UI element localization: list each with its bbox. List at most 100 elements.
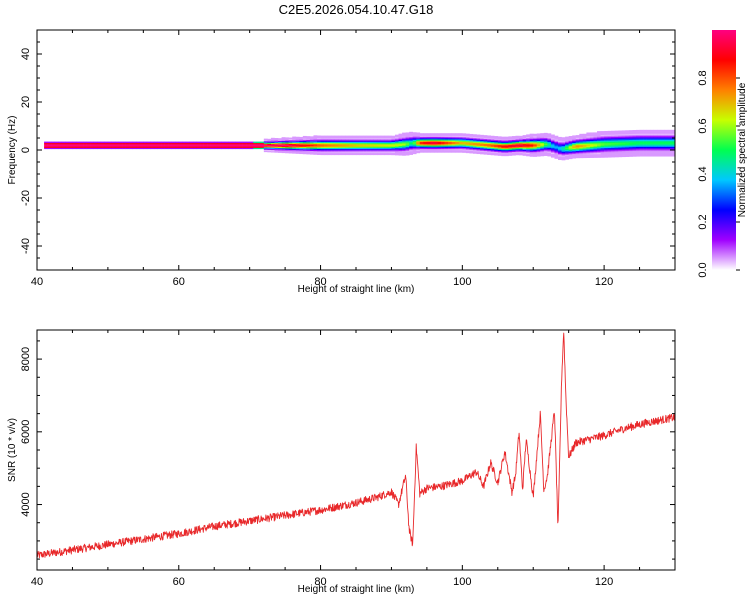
heatmap-cell bbox=[455, 140, 460, 142]
heatmap-cell bbox=[515, 136, 520, 139]
heatmap-cell bbox=[426, 135, 431, 138]
heatmap-cell bbox=[405, 138, 410, 140]
heatmap-cell bbox=[511, 138, 516, 140]
heatmap-cell bbox=[253, 141, 258, 144]
heatmap-cell bbox=[345, 150, 350, 152]
heatmap-cell bbox=[558, 140, 562, 143]
heatmap-cell bbox=[448, 134, 452, 136]
heatmap-cell bbox=[458, 133, 463, 135]
heatmap-cell bbox=[309, 142, 314, 144]
heatmap-cell bbox=[178, 144, 183, 146]
heatmap-cell bbox=[611, 147, 616, 150]
heatmap-cell bbox=[561, 148, 566, 150]
heatmap-cell bbox=[579, 148, 584, 150]
heatmap-cell bbox=[235, 142, 240, 145]
heatmap-cell bbox=[646, 145, 651, 147]
heatmap-cell bbox=[575, 139, 580, 142]
heatmap-cell bbox=[614, 154, 619, 157]
heatmap-cell bbox=[97, 145, 102, 147]
heatmap-cell bbox=[526, 145, 530, 147]
heatmap-cell bbox=[90, 145, 95, 147]
heatmap-cell bbox=[423, 138, 428, 140]
heatmap-cell bbox=[320, 153, 325, 156]
heatmap-cell bbox=[522, 138, 527, 141]
heatmap-cell bbox=[402, 139, 406, 142]
heatmap-cell bbox=[462, 133, 467, 135]
heatmap-cell bbox=[334, 151, 339, 153]
heatmap-cell bbox=[295, 142, 300, 145]
heatmap-cell bbox=[54, 141, 59, 144]
heatmap-cell bbox=[476, 144, 481, 146]
heatmap-cell bbox=[430, 151, 435, 153]
heatmap-cell bbox=[643, 152, 647, 155]
heatmap-cell bbox=[497, 154, 502, 156]
heatmap-cell bbox=[412, 140, 417, 143]
heatmap-cell bbox=[373, 150, 378, 152]
heatmap-cell bbox=[490, 135, 495, 138]
heatmap-cell bbox=[632, 144, 637, 146]
heatmap-cell bbox=[398, 151, 403, 154]
heatmap-cell bbox=[122, 144, 126, 146]
heatmap-cell bbox=[667, 139, 672, 141]
heatmap-cell bbox=[572, 152, 577, 154]
heatmap-cell bbox=[285, 138, 289, 141]
heatmap-cell bbox=[412, 137, 417, 139]
heatmap-cell bbox=[72, 146, 77, 148]
heatmap-cell bbox=[614, 134, 619, 136]
heatmap-cell bbox=[278, 146, 282, 149]
heatmap-cell bbox=[660, 151, 665, 153]
heatmap-cell bbox=[380, 148, 385, 151]
heatmap-cell bbox=[618, 131, 623, 134]
heatmap-cell bbox=[657, 129, 662, 132]
heatmap-cell bbox=[394, 146, 399, 149]
heatmap-cell bbox=[540, 153, 545, 156]
heatmap-cell bbox=[451, 139, 456, 141]
heatmap-cell bbox=[607, 152, 612, 154]
heatmap-cell bbox=[522, 137, 527, 140]
heatmap-cell bbox=[352, 147, 357, 150]
heatmap-cell bbox=[352, 146, 357, 148]
heatmap-cell bbox=[579, 147, 584, 149]
heatmap-cell bbox=[292, 147, 297, 149]
heatmap-cell bbox=[561, 140, 566, 143]
heatmap-cell bbox=[306, 140, 311, 143]
heatmap-cell bbox=[363, 136, 367, 139]
heatmap-cell bbox=[639, 135, 644, 138]
heatmap-cell bbox=[469, 143, 474, 146]
heatmap-cell bbox=[394, 140, 399, 143]
heatmap-cell bbox=[267, 140, 272, 142]
heatmap-cell bbox=[501, 151, 506, 153]
heatmap-cell bbox=[412, 146, 417, 149]
heatmap-cell bbox=[561, 156, 566, 158]
heatmap-cell bbox=[455, 139, 460, 141]
heatmap-cell bbox=[487, 147, 491, 149]
heatmap-cell bbox=[306, 151, 311, 154]
heatmap-cell bbox=[419, 136, 424, 139]
heatmap-cell bbox=[292, 144, 297, 147]
heatmap-cell bbox=[274, 148, 279, 151]
heatmap-cell bbox=[58, 144, 63, 146]
heatmap-cell bbox=[575, 142, 580, 144]
heatmap-cell bbox=[253, 145, 258, 147]
heatmap-cell bbox=[313, 153, 318, 155]
heatmap-cell bbox=[380, 146, 385, 148]
heatmap-cell bbox=[472, 149, 477, 152]
heatmap-cell bbox=[239, 141, 243, 144]
heatmap-cell bbox=[465, 137, 470, 139]
heatmap-cell bbox=[366, 142, 371, 145]
heatmap-cell bbox=[604, 156, 608, 158]
heatmap-cell bbox=[100, 142, 105, 145]
heatmap-cell bbox=[402, 154, 406, 156]
heatmap-cell bbox=[494, 142, 499, 144]
heatmap-cell bbox=[338, 141, 343, 144]
heatmap-cell bbox=[93, 144, 98, 146]
heatmap-cell bbox=[444, 142, 449, 145]
heatmap-cell bbox=[402, 148, 406, 150]
heatmap-cell bbox=[511, 149, 516, 151]
heatmap-cell bbox=[529, 144, 534, 146]
heatmap-cell bbox=[324, 140, 328, 142]
heatmap-cell bbox=[579, 135, 584, 137]
heatmap-cell bbox=[536, 135, 541, 138]
heatmap-cell bbox=[462, 148, 467, 151]
heatmap-cell bbox=[646, 155, 651, 157]
